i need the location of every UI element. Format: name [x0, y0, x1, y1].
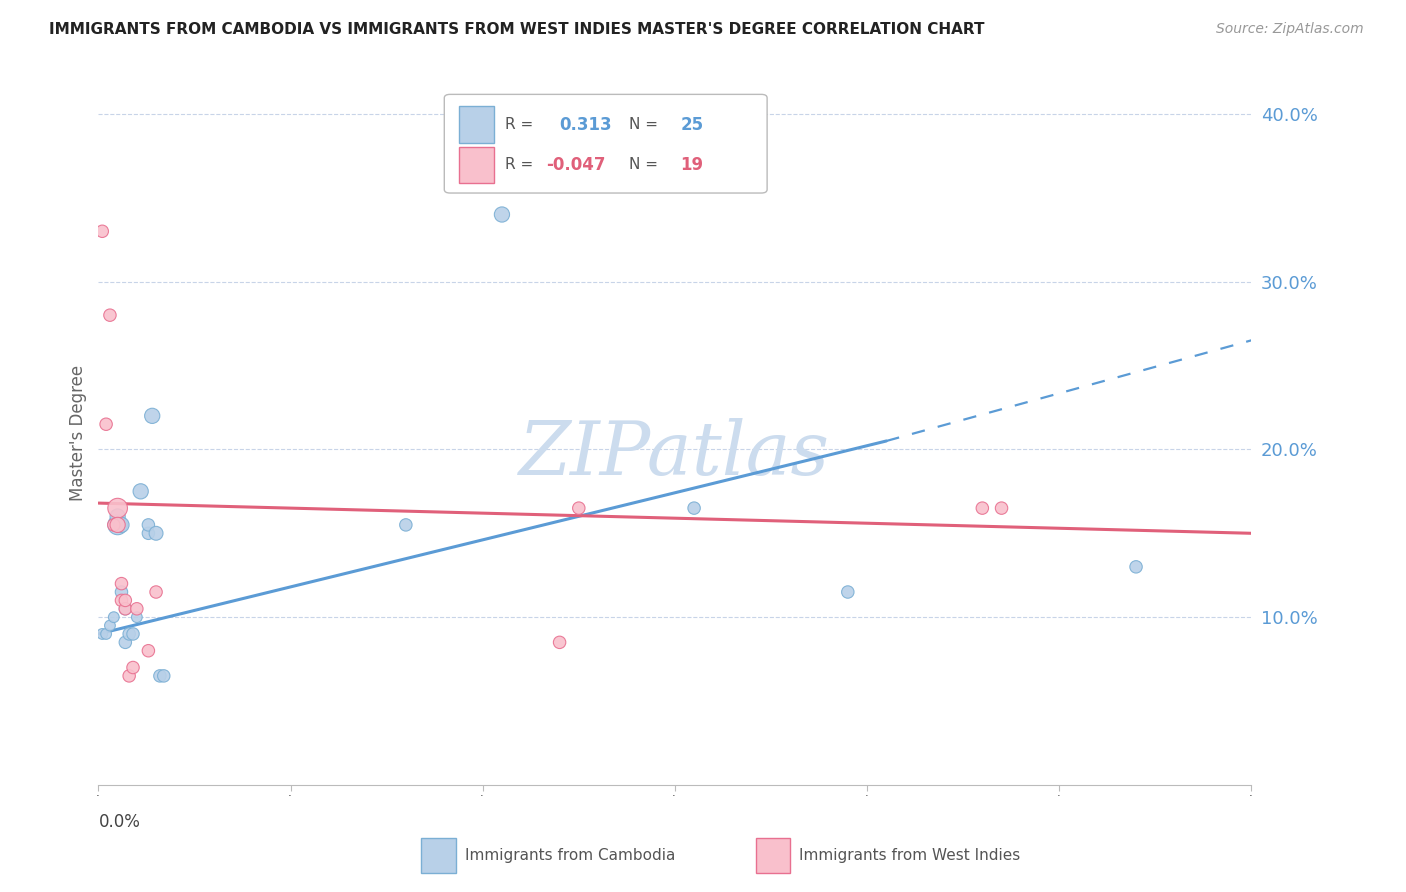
Point	[103, 517, 125, 532]
Point	[972, 501, 994, 516]
Point	[114, 602, 136, 616]
Bar	[460, 146, 494, 183]
Point	[118, 669, 141, 683]
Point	[114, 593, 136, 607]
Point	[91, 627, 114, 641]
Point	[125, 602, 148, 616]
FancyBboxPatch shape	[444, 95, 768, 193]
Text: Immigrants from West Indies: Immigrants from West Indies	[800, 848, 1021, 863]
Point	[568, 501, 591, 516]
Point	[94, 417, 117, 432]
Point	[110, 517, 132, 532]
Bar	[755, 838, 790, 873]
Text: N =: N =	[628, 117, 658, 132]
Point	[110, 576, 132, 591]
Point	[145, 526, 167, 541]
Bar	[422, 838, 456, 873]
Point	[837, 585, 859, 599]
Text: N =: N =	[628, 157, 658, 172]
Text: 0.0%: 0.0%	[98, 814, 141, 831]
Text: R =: R =	[505, 157, 534, 172]
Point	[548, 635, 571, 649]
Point	[149, 669, 172, 683]
Point	[103, 610, 125, 624]
Text: ZIPatlas: ZIPatlas	[519, 417, 831, 490]
Point	[91, 224, 114, 238]
Point	[98, 308, 121, 322]
Point	[138, 644, 160, 658]
Point	[152, 669, 174, 683]
Bar	[460, 106, 494, 143]
Point	[118, 627, 141, 641]
Text: IMMIGRANTS FROM CAMBODIA VS IMMIGRANTS FROM WEST INDIES MASTER'S DEGREE CORRELAT: IMMIGRANTS FROM CAMBODIA VS IMMIGRANTS F…	[49, 22, 984, 37]
Point	[145, 585, 167, 599]
Point	[138, 526, 160, 541]
Text: R =: R =	[505, 117, 534, 132]
Point	[990, 501, 1012, 516]
Text: -0.047: -0.047	[546, 156, 605, 174]
Point	[98, 618, 121, 632]
Point	[122, 660, 145, 674]
Point	[110, 593, 132, 607]
Y-axis label: Master's Degree: Master's Degree	[69, 365, 87, 500]
Point	[107, 517, 129, 532]
Point	[114, 602, 136, 616]
Text: Source: ZipAtlas.com: Source: ZipAtlas.com	[1216, 22, 1364, 37]
Point	[395, 517, 418, 532]
Text: 19: 19	[681, 156, 704, 174]
Point	[129, 484, 152, 499]
Point	[683, 501, 706, 516]
Point	[107, 509, 129, 524]
Point	[107, 501, 129, 516]
Point	[122, 627, 145, 641]
Text: Immigrants from Cambodia: Immigrants from Cambodia	[465, 848, 675, 863]
Point	[107, 517, 129, 532]
Point	[94, 627, 117, 641]
Point	[125, 610, 148, 624]
Point	[1125, 559, 1147, 574]
Text: 25: 25	[681, 116, 704, 134]
Text: 0.313: 0.313	[560, 116, 612, 134]
Point	[491, 207, 513, 221]
Point	[110, 585, 132, 599]
Point	[114, 635, 136, 649]
Point	[141, 409, 163, 423]
Point	[138, 517, 160, 532]
